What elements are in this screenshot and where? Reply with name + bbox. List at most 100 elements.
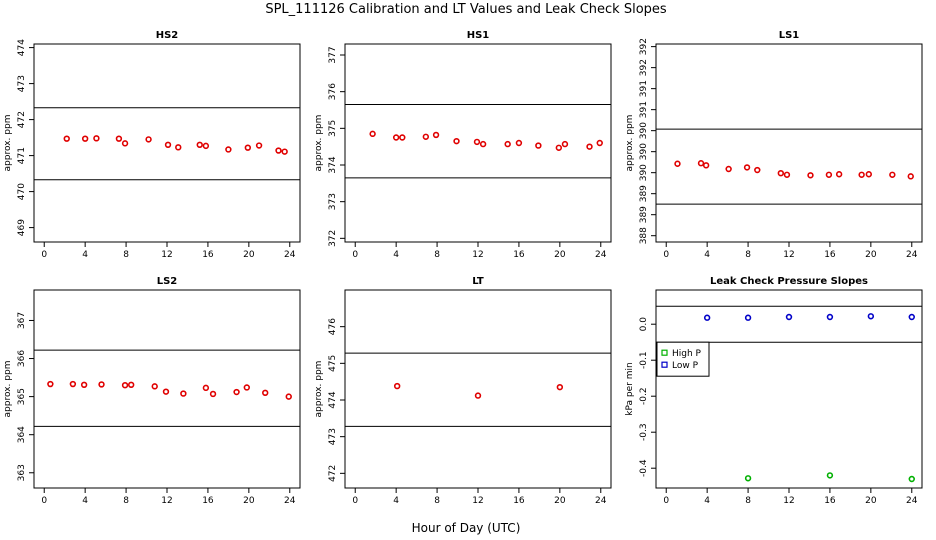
x-tick-label: 0 [663, 496, 669, 506]
data-marker [285, 393, 292, 400]
y-tick-label: 474 [328, 391, 338, 408]
panel-title: HS1 [467, 30, 490, 41]
y-tick-label: 472 [328, 465, 338, 482]
data-point [121, 381, 129, 389]
data-marker [889, 171, 896, 178]
data-point [162, 388, 170, 395]
x-tick-label: 8 [745, 250, 751, 260]
panel-leak-check-pressure-slopes: Leak Check Pressure Slopes 0 4 8 12 16 20 24 -0.… [625, 276, 923, 506]
y-tick-label: 374 [328, 156, 338, 173]
x-tick-label: 16 [513, 250, 525, 260]
data-point [479, 140, 487, 148]
x-tick-label: 20 [554, 250, 566, 260]
series-low-p [703, 313, 915, 321]
data-point [697, 160, 705, 167]
data-point [586, 143, 593, 150]
x-tick-label: 20 [865, 250, 877, 260]
data-marker [586, 143, 593, 150]
data-marker [867, 313, 875, 320]
y-tick-label: 389 [639, 185, 649, 202]
data-marker [504, 140, 511, 148]
x-tick-label: 16 [202, 250, 214, 260]
data-marker [777, 169, 785, 177]
y-tick-label: 390 [639, 164, 649, 181]
data-point [121, 140, 129, 147]
series-points [393, 382, 564, 399]
y-tick-label: 366 [17, 350, 27, 367]
y-tick-label: 391 [639, 80, 649, 97]
data-marker [754, 166, 761, 174]
plot-frame [344, 289, 612, 489]
data-marker [202, 384, 210, 392]
series-points [674, 160, 914, 180]
data-marker [202, 142, 210, 150]
data-point [826, 313, 834, 321]
data-point [826, 472, 834, 479]
y-tick-label: 388 [639, 227, 649, 244]
x-tick-label: 20 [865, 496, 877, 506]
panel-ls2: LS2 0 4 8 12 16 20 24 363 364 365 366 367 approx. ppm [3, 276, 301, 506]
data-point [908, 313, 915, 321]
data-point [556, 383, 564, 391]
x-tick-label: 12 [161, 250, 172, 260]
data-marker [826, 313, 834, 321]
series-points [47, 380, 292, 400]
data-marker [858, 171, 865, 178]
data-marker [515, 139, 523, 147]
data-point [93, 135, 100, 142]
data-point [392, 134, 400, 141]
data-point [63, 135, 70, 142]
legend-label: High P [672, 349, 702, 359]
panel-lt: LT 0 4 8 12 16 20 24 472 473 474 475 476 approx. ppm [314, 276, 612, 506]
data-marker [98, 381, 105, 388]
y-tick-label: 392 [639, 38, 649, 55]
x-tick-label: 0 [41, 250, 47, 260]
data-point [225, 146, 232, 153]
data-marker [535, 142, 542, 149]
data-marker [907, 173, 914, 180]
data-point [285, 393, 292, 400]
data-point [262, 389, 269, 397]
y-tick-label: 472 [17, 111, 27, 128]
data-marker [209, 390, 217, 398]
legend-box [656, 341, 710, 377]
data-marker [93, 135, 100, 142]
x-axis-label: Hour of Day (UTC) [412, 521, 521, 535]
x-tick-label: 4 [704, 496, 710, 506]
x-tick-label: 12 [783, 250, 794, 260]
x-tick-label: 8 [123, 496, 129, 506]
data-marker [835, 171, 843, 178]
y-axis-label: approx. ppm [3, 361, 13, 418]
y-axis-label: kPa per min [625, 362, 635, 415]
data-point [369, 130, 376, 138]
data-point [432, 131, 440, 139]
data-marker [243, 384, 251, 391]
y-tick-label: 364 [17, 426, 27, 443]
data-marker [479, 140, 487, 148]
x-tick-label: 4 [82, 250, 88, 260]
legend: High P Low P [656, 341, 710, 377]
data-point [835, 171, 843, 178]
y-tick-label: 390 [639, 122, 649, 139]
data-marker [697, 160, 705, 167]
y-tick-label: 372 [328, 230, 338, 247]
data-point [783, 171, 791, 178]
data-point [743, 164, 751, 171]
data-point [474, 392, 482, 399]
data-point [202, 142, 210, 150]
data-point [175, 144, 182, 151]
y-axis-label: approx. ppm [314, 361, 324, 418]
data-marker [121, 381, 129, 389]
panel-title: HS2 [156, 30, 179, 41]
data-marker [561, 140, 569, 148]
data-point [561, 140, 569, 148]
data-point [777, 169, 785, 177]
x-tick-label: 8 [434, 496, 440, 506]
panel-title: LT [472, 276, 484, 287]
x-tick-label: 8 [434, 250, 440, 260]
panels: HS2 0 4 8 12 16 20 24 469 470 471 472 473 474 approx. … [3, 30, 923, 506]
y-axis-label: approx. ppm [314, 115, 324, 172]
data-point [127, 381, 135, 389]
y-tick-label: 470 [17, 183, 27, 200]
